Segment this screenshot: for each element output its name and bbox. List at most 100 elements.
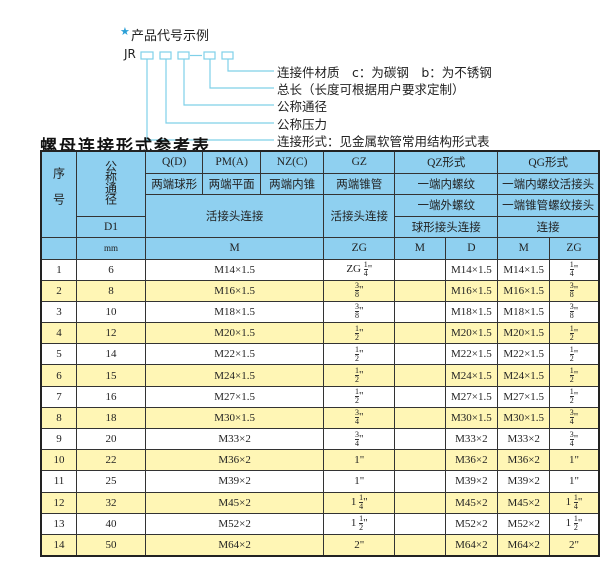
cell-qz-m bbox=[394, 406, 446, 430]
cell-qg-zg: 1 4 " bbox=[549, 258, 600, 281]
cell-thread-m: M33×2 bbox=[144, 427, 325, 451]
cell-zg: 2" bbox=[323, 533, 396, 557]
cell-qz-m bbox=[394, 343, 446, 366]
cell-qz-d: M30×1.5 bbox=[444, 406, 499, 430]
cell-dn: 10 bbox=[76, 300, 146, 324]
example-title: 产品代号示例 bbox=[131, 29, 210, 44]
cell-qg-zg: 1 2 " bbox=[549, 322, 600, 345]
cell-dn: 20 bbox=[76, 427, 146, 451]
header-unit: M bbox=[497, 237, 551, 260]
header-conn: 活接头连接 bbox=[144, 194, 325, 238]
table-row: 14 50 M64×2 2" M64×2 M64×2 2" bbox=[40, 533, 600, 557]
cell-qg-m: M22×1.5 bbox=[497, 343, 551, 366]
cell-qz-d: M64×2 bbox=[444, 533, 499, 557]
cell-thread-m: M36×2 bbox=[144, 449, 325, 472]
cell-thread-m: M30×1.5 bbox=[144, 406, 325, 430]
cell-seq: 2 bbox=[40, 279, 77, 302]
cell-qg-zg: 1 1 4 " bbox=[549, 491, 600, 514]
table-row: 6 15 M24×1.5 1 2 " M24×1.5 M24×1.5 1 2 " bbox=[40, 364, 600, 387]
cell-thread-m: M27×1.5 bbox=[144, 385, 325, 408]
cell-seq: 12 bbox=[40, 491, 77, 514]
header-unit: D bbox=[444, 237, 499, 260]
table-row: 11 25 M39×2 1" M39×2 M39×2 1" bbox=[40, 470, 600, 493]
cell-qz-m bbox=[394, 427, 446, 451]
cell-qg-zg: 3 8 " bbox=[549, 300, 600, 324]
label-length: 总长（长度可根据用户要求定制） bbox=[277, 82, 465, 97]
cell-dn: 6 bbox=[76, 258, 146, 281]
code-box bbox=[177, 51, 190, 60]
cell-seq: 5 bbox=[40, 343, 77, 366]
cell-seq: 11 bbox=[40, 470, 77, 493]
header-type: 一端内螺纹 bbox=[394, 172, 499, 195]
cell-zg: 1 2 " bbox=[323, 322, 396, 345]
header-conn: 连接 bbox=[497, 215, 600, 238]
header-code: QG形式 bbox=[497, 150, 600, 174]
header-unit: ZG bbox=[549, 237, 600, 260]
leader-line bbox=[146, 59, 274, 141]
cell-dn: 50 bbox=[76, 533, 146, 557]
table-row: 4 12 M20×1.5 1 2 " M20×1.5 M20×1.5 1 2 " bbox=[40, 322, 600, 345]
cell-qg-m: M18×1.5 bbox=[497, 300, 551, 324]
table-row: 3 10 M18×1.5 3 8 " M18×1.5 M18×1.5 3 8 " bbox=[40, 300, 600, 324]
table-row: 1 6 M14×1.5 ZG 1 4 " M14×1.5 M14×1.5 1 4 " bbox=[40, 258, 600, 281]
cell-qg-m: M30×1.5 bbox=[497, 406, 551, 430]
cell-zg: 1" bbox=[323, 470, 396, 493]
cell-zg: 3 8 " bbox=[323, 279, 396, 302]
header-type: 两端平面 bbox=[202, 172, 261, 195]
cell-seq: 7 bbox=[40, 385, 77, 408]
cell-zg: 3 8 " bbox=[323, 300, 396, 324]
header-conn: 球形接头连接 bbox=[394, 215, 499, 238]
cell-zg: ZG 1 4 " bbox=[323, 258, 396, 281]
table-row: 7 16 M27×1.5 1 2 " M27×1.5 M27×1.5 1 2 " bbox=[40, 385, 600, 408]
nut-connection-table: 序号 公称通径 Q(D) PM(A) NZ(C) GZ QZ形式 QG形式 两端… bbox=[40, 150, 600, 558]
cell-qg-zg: 1 2 " bbox=[549, 385, 600, 408]
cell-thread-m: M20×1.5 bbox=[144, 322, 325, 345]
leader-line bbox=[227, 59, 274, 72]
header-conn: 一端锥管螺纹接头 bbox=[497, 194, 600, 217]
cell-qz-m bbox=[394, 449, 446, 472]
header-mm: mm bbox=[76, 237, 146, 260]
cell-thread-m: M22×1.5 bbox=[144, 343, 325, 366]
code-prefix: JR bbox=[124, 47, 136, 61]
code-box bbox=[203, 51, 216, 60]
header-unit: M bbox=[394, 237, 446, 260]
leader-line bbox=[183, 59, 274, 106]
cell-qz-d: M16×1.5 bbox=[444, 279, 499, 302]
cell-qg-m: M64×2 bbox=[497, 533, 551, 557]
cell-qg-zg: 1 1 2 " bbox=[549, 512, 600, 535]
code-box bbox=[140, 51, 154, 60]
cell-qz-m bbox=[394, 364, 446, 387]
code-diagram bbox=[140, 51, 274, 141]
header-code: NZ(C) bbox=[259, 150, 325, 174]
cell-seq: 13 bbox=[40, 512, 77, 535]
cell-qz-d: M27×1.5 bbox=[444, 385, 499, 408]
cell-qg-zg: 2" bbox=[549, 533, 600, 557]
cell-seq: 6 bbox=[40, 364, 77, 387]
table-row: 5 14 M22×1.5 1 2 " M22×1.5 M22×1.5 1 2 " bbox=[40, 343, 600, 366]
cell-qz-m bbox=[394, 300, 446, 324]
label-connection: 连接形式：见金属软管常用结构形式表 bbox=[277, 134, 490, 149]
cell-seq: 4 bbox=[40, 322, 77, 345]
cell-thread-m: M18×1.5 bbox=[144, 300, 325, 324]
header-unit: ZG bbox=[323, 237, 396, 260]
cell-qz-d: M22×1.5 bbox=[444, 343, 499, 366]
header-code: GZ bbox=[323, 150, 396, 174]
table-row: 8 18 M30×1.5 3 4 " M30×1.5 M30×1.5 3 4 " bbox=[40, 406, 600, 430]
header-code: PM(A) bbox=[202, 150, 261, 174]
star-icon: ★ bbox=[120, 25, 130, 38]
cell-dn: 22 bbox=[76, 449, 146, 472]
cell-qg-zg: 3 4 " bbox=[549, 406, 600, 430]
header-seq: 序号 bbox=[40, 150, 77, 238]
cell-zg: 1" bbox=[323, 449, 396, 472]
